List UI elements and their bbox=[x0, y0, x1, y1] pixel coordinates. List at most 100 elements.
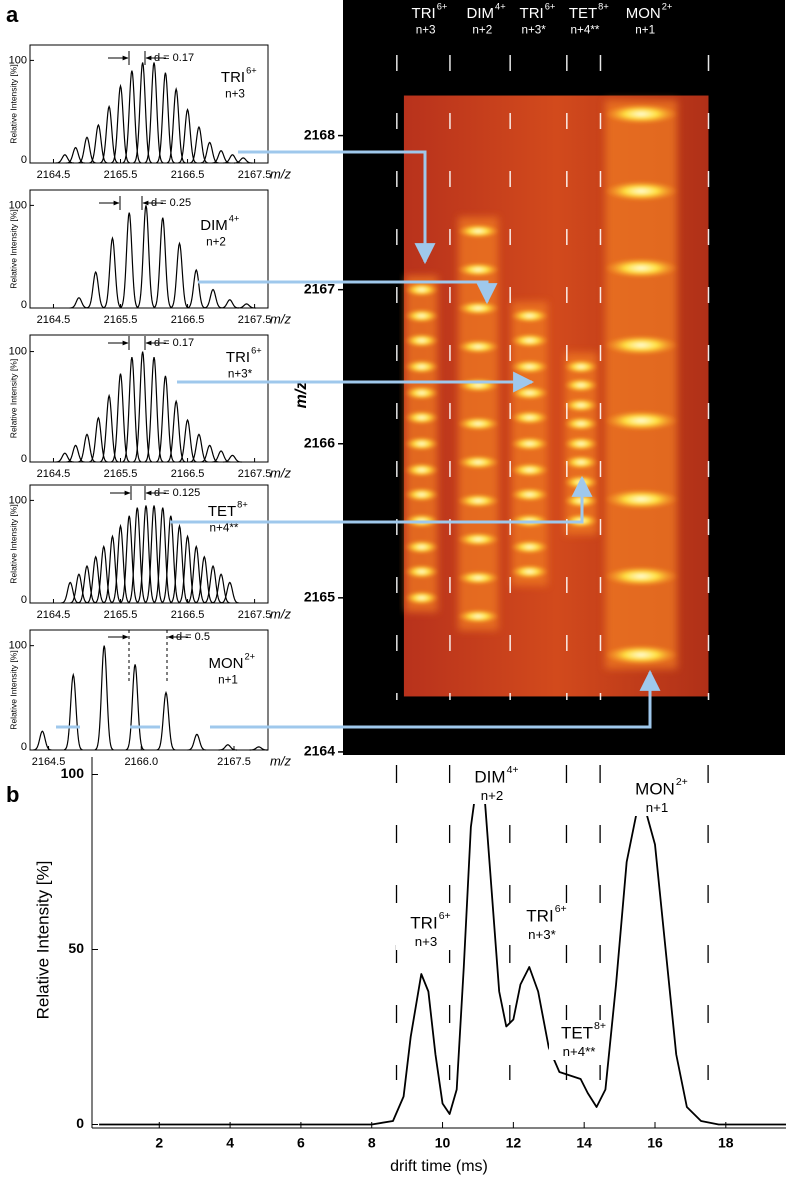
heatmap-spot bbox=[457, 532, 500, 547]
x-tick-label: 2166.5 bbox=[171, 609, 205, 621]
heatmap-spot bbox=[404, 564, 439, 579]
heatmap-spot bbox=[510, 436, 549, 451]
spectrum-peak bbox=[170, 523, 189, 604]
species-name: TRI bbox=[526, 906, 553, 925]
connector bbox=[170, 475, 593, 524]
heatmap-spot bbox=[510, 385, 549, 400]
species-name: DIM bbox=[467, 5, 495, 22]
spectrum-peak bbox=[77, 433, 97, 463]
heatmap-spot bbox=[404, 308, 439, 323]
spectrum-peak bbox=[156, 72, 175, 164]
species-name: TRI bbox=[412, 5, 436, 22]
heatmap-spot bbox=[604, 644, 679, 665]
y-tick-label: 0 bbox=[21, 594, 27, 606]
spectrum-peak bbox=[89, 416, 108, 463]
spectrum-peak bbox=[99, 104, 119, 164]
heatmap-spot bbox=[404, 385, 439, 400]
x-tick-label: 2167.5 bbox=[238, 609, 272, 621]
species-charge: 6+ bbox=[555, 903, 567, 915]
species-index: n+3* bbox=[521, 24, 546, 37]
spectrum-peak bbox=[170, 241, 189, 309]
spectrum-peak bbox=[94, 544, 114, 604]
y-tick-label: 0 bbox=[21, 299, 27, 311]
x-tick-label: 2166.5 bbox=[171, 468, 205, 480]
species-name: TET bbox=[569, 5, 597, 22]
species-charge: 6+ bbox=[251, 346, 262, 356]
species-index: n+4** bbox=[210, 522, 239, 535]
x-tick-label: 2167.5 bbox=[238, 169, 272, 181]
spectrum-peak bbox=[133, 351, 153, 463]
y-axis-label: Relative Intensity [%] bbox=[33, 861, 52, 1020]
x-axis-label: drift time (ms) bbox=[390, 1158, 488, 1175]
x-tick-label: 2164.5 bbox=[32, 756, 66, 768]
heatmap-spot bbox=[404, 590, 439, 605]
heatmap-spot bbox=[510, 359, 549, 374]
spectrum-peak bbox=[103, 534, 122, 604]
label-background bbox=[512, 903, 568, 943]
species-name: MON bbox=[209, 655, 244, 672]
connector-arrows bbox=[56, 150, 661, 729]
x-axis-label: m/z bbox=[270, 465, 291, 480]
species-index: n+3 bbox=[225, 88, 245, 101]
x-axis-label: m/z bbox=[270, 606, 291, 621]
x-tick-label: 2167.5 bbox=[217, 756, 251, 768]
heatmap-spot bbox=[457, 609, 500, 624]
spectrum-peak bbox=[69, 573, 89, 604]
spectrum-peak bbox=[33, 730, 52, 751]
heatmap-spot bbox=[564, 455, 598, 470]
y-axis-label: Relative Intensity [%] bbox=[8, 209, 18, 288]
distance-label: d = 0.17 bbox=[154, 337, 194, 349]
spectrum-peak bbox=[187, 733, 207, 751]
distance-label: d = 0.125 bbox=[154, 487, 200, 499]
heatmap-spot bbox=[404, 282, 439, 297]
species-index: n+1 bbox=[646, 800, 668, 815]
spectrum-peak bbox=[55, 452, 75, 463]
spectrum-peak bbox=[86, 270, 105, 309]
spectrum-peak bbox=[99, 393, 119, 463]
heatmap-spot bbox=[604, 104, 679, 125]
x-tick-label: 16 bbox=[647, 1135, 663, 1151]
spectrum-peak bbox=[122, 70, 142, 164]
spectrum-peak bbox=[187, 268, 206, 309]
species-index: n+3 bbox=[416, 24, 436, 37]
plot-frame bbox=[29, 629, 269, 751]
connector bbox=[238, 150, 436, 265]
species-charge: 2+ bbox=[662, 2, 673, 12]
heatmap-spot bbox=[510, 564, 549, 579]
heatmap-spot bbox=[510, 308, 549, 323]
heatmap-spot bbox=[404, 359, 439, 374]
distance-label: d = 0.17 bbox=[154, 52, 194, 64]
x-tick-label: 2165.5 bbox=[104, 468, 138, 480]
spectrum-peak bbox=[144, 62, 164, 164]
species-charge: 6+ bbox=[439, 910, 451, 922]
species-index: n+3* bbox=[528, 927, 556, 942]
species-name: TRI bbox=[410, 913, 437, 932]
species-charge: 8+ bbox=[598, 2, 609, 12]
y-tick-label: 100 bbox=[9, 494, 27, 506]
species-name: DIM bbox=[474, 767, 505, 786]
species-index: n+4** bbox=[571, 24, 600, 37]
x-tick-label: 2165.5 bbox=[104, 609, 138, 621]
heatmap-spot bbox=[457, 224, 500, 239]
spectrum-peak bbox=[156, 690, 176, 751]
spectrum-peak bbox=[127, 507, 147, 604]
spectrum-peak bbox=[111, 523, 130, 604]
spectrum-peak bbox=[153, 507, 173, 604]
heatmap-spot bbox=[404, 436, 439, 451]
spectrum-peak bbox=[66, 444, 85, 463]
spectrum-peak bbox=[89, 123, 108, 164]
x-tick-label: 2164.5 bbox=[37, 468, 71, 480]
y-tick-label: 100 bbox=[9, 199, 27, 211]
x-tick-label: 2167.5 bbox=[238, 314, 272, 326]
x-tick-label: 6 bbox=[297, 1135, 305, 1151]
heatmap-spot bbox=[604, 566, 679, 587]
x-tick-label: 14 bbox=[576, 1135, 592, 1151]
species-index: n+1 bbox=[218, 674, 238, 687]
species-name: TET bbox=[208, 503, 236, 520]
y-axis-label: Relative Intensity [%] bbox=[8, 64, 18, 143]
spectrum-peak bbox=[61, 581, 80, 604]
spectrum-peak bbox=[249, 746, 268, 751]
